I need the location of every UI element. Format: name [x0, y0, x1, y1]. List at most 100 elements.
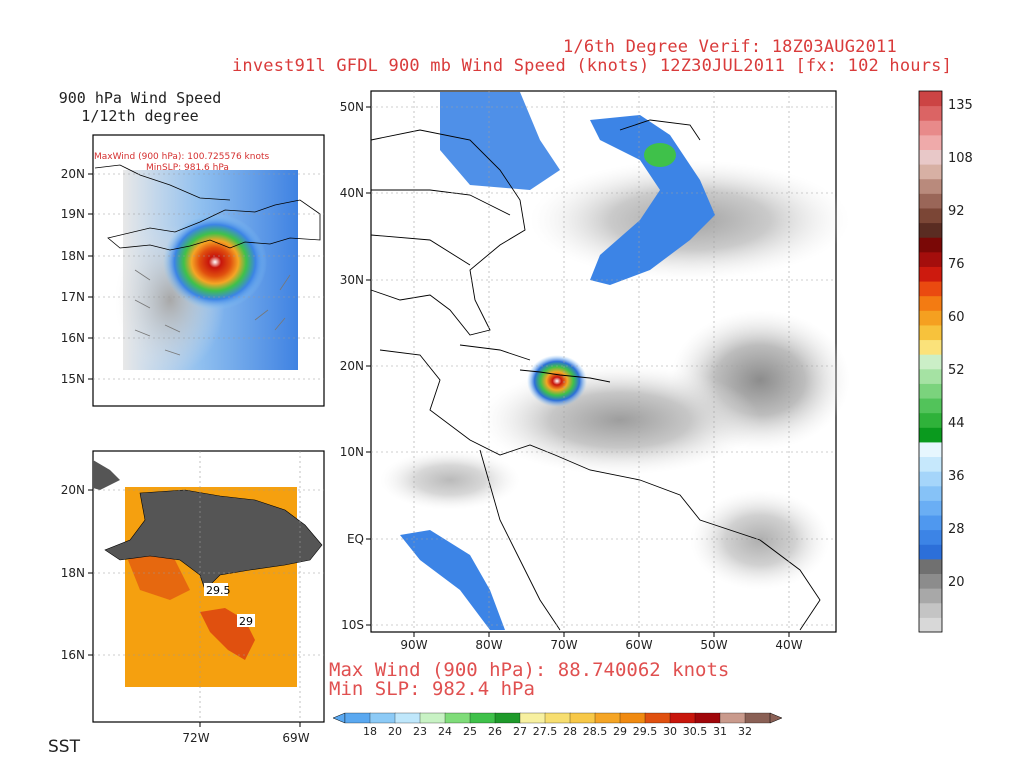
wind-colorbar-cell	[919, 193, 942, 209]
inset-bottom-lon-label: 69W	[282, 731, 309, 745]
wind-colorbar-cell	[919, 398, 942, 414]
wind-colorbar-cell	[919, 588, 942, 604]
wind-colorbar-cells	[919, 91, 942, 633]
wind-colorbar-cell	[919, 383, 942, 399]
wind-colorbar-cell	[919, 602, 942, 618]
run-title: invest91l GFDL 900 mb Wind Speed (knots)…	[232, 56, 953, 76]
main-lat-label: 40N	[340, 186, 364, 200]
inset-bottom-contour-labels: 29.5 29	[204, 583, 255, 628]
inset-top-lat-label: 17N	[61, 290, 85, 304]
main-lon-label: 80W	[475, 638, 502, 652]
sst-colorbar-label: 27	[513, 725, 527, 738]
wind-colorbar-cell	[919, 441, 942, 458]
sst-colorbar-cell	[719, 712, 746, 724]
sst-colorbar-cell	[694, 712, 721, 724]
inset-bottom-hispaniola	[104, 489, 323, 591]
wind-colorbar-cell	[919, 281, 942, 297]
jet-pacific	[400, 530, 505, 630]
inset-bottom-cuba	[93, 460, 120, 490]
main-max-wind: Max Wind (900 hPa): 88.740062 knots	[329, 659, 730, 681]
inset-top-title-line2: 1/12th degree	[81, 107, 199, 125]
inset-top-lat-labels: 20N 19N 18N 17N 16N 15N	[61, 167, 85, 386]
wind-colorbar-cell	[919, 207, 942, 224]
inset-bottom-lon-label: 72W	[182, 731, 209, 745]
gray-band-west	[380, 450, 520, 510]
wind-colorbar-cell	[919, 471, 942, 487]
main-lon-labels: 90W 80W 70W 60W 50W 40W	[400, 638, 802, 652]
verif-title: 1/6th Degree Verif: 18Z03AUG2011	[563, 37, 897, 57]
main-lat-label: 30N	[340, 273, 364, 287]
inset-top-storm	[163, 214, 267, 310]
wind-colorbar-label: 135	[948, 98, 973, 113]
wind-colorbar-label: 36	[948, 469, 965, 484]
inset-bottom-lat-label: 18N	[61, 566, 85, 580]
sst-colorbar-label: 31	[713, 725, 727, 738]
inset-top-title-line1: 900 hPa Wind Speed	[58, 89, 222, 107]
main-coastlines	[370, 119, 821, 631]
main-lat-label: 10N	[340, 445, 364, 459]
sst-colorbar-cell	[469, 712, 496, 724]
sst-colorbar-cell	[369, 712, 396, 724]
sst-colorbar-label: 32	[738, 725, 752, 738]
wind-colorbar-label: 44	[948, 416, 965, 431]
sst-colorbar-label: 30.5	[683, 725, 708, 738]
wind-colorbar-cell	[919, 412, 942, 428]
wind-colorbar-cell	[919, 500, 942, 516]
sst-colorbar-label: 27.5	[533, 725, 558, 738]
wind-colorbar-cell	[919, 427, 942, 443]
sst-colorbar-label: 28	[563, 725, 577, 738]
wind-colorbar-labels: 135 108 92 76 60 52 44 36 28 20	[948, 98, 973, 590]
main-lat-labels: 50N 40N 30N 20N 10N EQ 10S	[340, 100, 364, 632]
wind-colorbar-cell	[919, 558, 942, 575]
sst-colorbar-cell	[544, 712, 571, 724]
wind-colorbar-label: 108	[948, 151, 973, 166]
jet-canada	[590, 115, 715, 285]
sst-colorbar-label: 29	[613, 725, 627, 738]
wind-colorbar-cell	[919, 251, 942, 267]
sst-colorbar-cell	[669, 712, 696, 724]
main-lat-label: EQ	[347, 532, 364, 546]
wind-colorbar-cell	[919, 515, 942, 531]
sst-colorbar-labels: 18 20 23 24 25 26 27 27.5 28 28.5 29 29.5 30 30.5 31 32	[363, 725, 752, 738]
storm-main	[527, 355, 587, 407]
wind-colorbar-label: 60	[948, 310, 965, 325]
inset-top-map: MaxWind (900 hPa): 100.725576 knots MinS…	[61, 134, 325, 407]
inset-bottom-labels: 20N 18N 16N 72W 69W	[61, 483, 310, 745]
wind-colorbar-frame	[918, 90, 943, 633]
main-lon-label: 60W	[625, 638, 652, 652]
sst-colorbar-label: 18	[363, 725, 377, 738]
wind-colorbar-cell	[919, 178, 942, 194]
sst-title: SST	[48, 737, 80, 757]
sst-colorbar-label: 24	[438, 725, 452, 738]
sst-colorbar-cell	[594, 712, 621, 724]
wind-colorbar-cell	[919, 573, 942, 589]
sst-colorbar-left-arrow	[332, 712, 346, 724]
inset-top-lat-label: 20N	[61, 167, 85, 181]
wind-colorbar-cell	[919, 456, 942, 472]
wind-colorbar-label: 20	[948, 575, 965, 590]
wind-colorbar-cell	[919, 324, 942, 341]
inset-bottom-map: 20N 18N 16N 72W 69W 29.5 29	[61, 450, 325, 745]
wind-colorbar-cell	[919, 237, 942, 253]
wind-colorbar-cell	[919, 91, 942, 107]
jet-core-green	[644, 143, 676, 167]
sst-colorbar-right-arrow	[769, 712, 783, 724]
inset-bottom-warm-strip	[128, 548, 190, 600]
wind-colorbar-cell	[919, 295, 942, 311]
wind-colorbar-cell	[919, 354, 942, 370]
sst-colorbar-label: 28.5	[583, 725, 608, 738]
sst-colorbar-cell	[344, 712, 371, 724]
sst-colorbar-label: 29.5	[633, 725, 658, 738]
main-lat-label: 50N	[340, 100, 364, 114]
sst-colorbar-label: 25	[463, 725, 477, 738]
wind-colorbar-cell	[919, 164, 942, 180]
inset-top-cuba-coast	[94, 164, 231, 201]
wind-colorbar-label: 76	[948, 257, 965, 272]
sst-colorbar-label: 26	[488, 725, 502, 738]
sst-colorbar-label: 20	[388, 725, 402, 738]
wind-colorbar-cell	[919, 310, 942, 326]
inset-top-wind-vectors	[134, 269, 291, 356]
inset-top-grid	[93, 173, 324, 380]
sst-colorbar-cell	[519, 712, 546, 724]
